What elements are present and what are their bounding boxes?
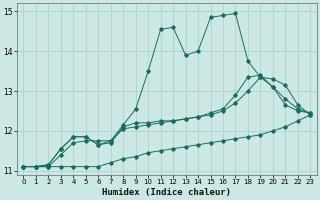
X-axis label: Humidex (Indice chaleur): Humidex (Indice chaleur) [102, 188, 231, 197]
